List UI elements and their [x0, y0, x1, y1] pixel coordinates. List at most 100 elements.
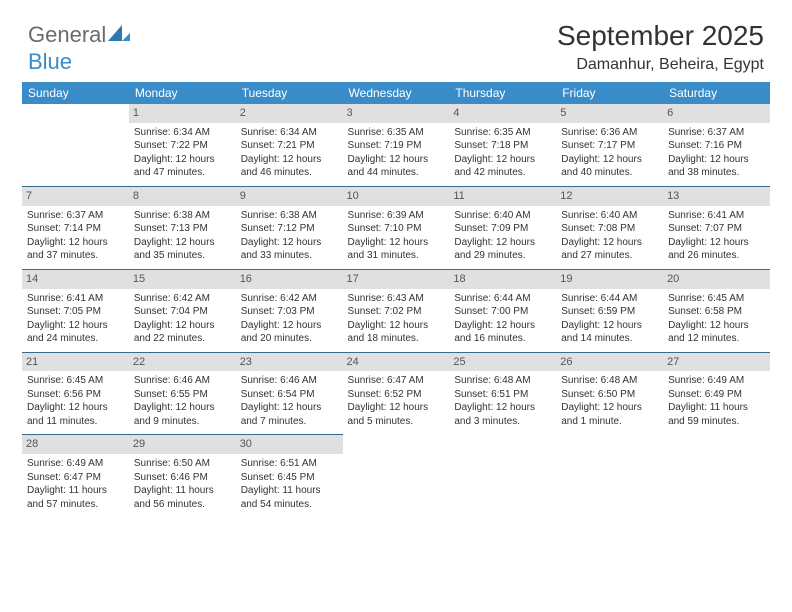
day-number: 8: [129, 187, 236, 206]
cell-text: Daylight: 12 hours: [454, 319, 551, 333]
cell-text: Sunset: 7:03 PM: [241, 305, 338, 319]
calendar-cell: 13Sunrise: 6:41 AMSunset: 7:07 PMDayligh…: [663, 186, 770, 269]
cell-text: and 38 minutes.: [668, 166, 765, 180]
day-number: 15: [129, 270, 236, 289]
cell-text: Sunset: 6:55 PM: [134, 388, 231, 402]
cell-text: Daylight: 12 hours: [134, 319, 231, 333]
cell-text: Sunrise: 6:38 AM: [134, 209, 231, 223]
cell-text: Daylight: 12 hours: [668, 236, 765, 250]
cell-text: Daylight: 12 hours: [241, 153, 338, 167]
cell-text: Sunset: 7:22 PM: [134, 139, 231, 153]
cell-text: Sunrise: 6:41 AM: [668, 209, 765, 223]
cell-text: Daylight: 12 hours: [454, 401, 551, 415]
day-number: 9: [236, 187, 343, 206]
cell-text: Sunset: 7:04 PM: [134, 305, 231, 319]
cell-text: Sunrise: 6:37 AM: [27, 209, 124, 223]
calendar-table: Sunday Monday Tuesday Wednesday Thursday…: [22, 82, 770, 517]
cell-text: Sunset: 7:19 PM: [348, 139, 445, 153]
cell-text: Sunrise: 6:45 AM: [668, 292, 765, 306]
cell-text: Daylight: 12 hours: [241, 236, 338, 250]
calendar-cell: 4Sunrise: 6:35 AMSunset: 7:18 PMDaylight…: [449, 104, 556, 186]
calendar-cell: 25Sunrise: 6:48 AMSunset: 6:51 PMDayligh…: [449, 352, 556, 435]
cell-text: Sunrise: 6:48 AM: [561, 374, 658, 388]
cell-text: and 27 minutes.: [561, 249, 658, 263]
cell-text: Sunset: 7:00 PM: [454, 305, 551, 319]
cell-text: Sunrise: 6:44 AM: [454, 292, 551, 306]
cell-text: Daylight: 12 hours: [561, 153, 658, 167]
cell-text: Sunrise: 6:40 AM: [561, 209, 658, 223]
cell-text: and 54 minutes.: [241, 498, 338, 512]
calendar-cell: 12Sunrise: 6:40 AMSunset: 7:08 PMDayligh…: [556, 186, 663, 269]
calendar-cell: 21Sunrise: 6:45 AMSunset: 6:56 PMDayligh…: [22, 352, 129, 435]
cell-text: Sunset: 7:21 PM: [241, 139, 338, 153]
day-number: 21: [22, 353, 129, 372]
calendar-cell: [663, 435, 770, 517]
cell-text: Sunset: 6:59 PM: [561, 305, 658, 319]
day-number: 18: [449, 270, 556, 289]
calendar-row: 7Sunrise: 6:37 AMSunset: 7:14 PMDaylight…: [22, 186, 770, 269]
calendar-cell: 6Sunrise: 6:37 AMSunset: 7:16 PMDaylight…: [663, 104, 770, 186]
cell-text: and 44 minutes.: [348, 166, 445, 180]
cell-text: Daylight: 12 hours: [348, 236, 445, 250]
cell-text: Sunset: 6:54 PM: [241, 388, 338, 402]
cell-text: Daylight: 11 hours: [27, 484, 124, 498]
cell-text: Sunrise: 6:50 AM: [134, 457, 231, 471]
cell-text: and 14 minutes.: [561, 332, 658, 346]
cell-text: Daylight: 12 hours: [241, 401, 338, 415]
cell-text: Sunrise: 6:35 AM: [348, 126, 445, 140]
calendar-cell: 3Sunrise: 6:35 AMSunset: 7:19 PMDaylight…: [343, 104, 450, 186]
cell-text: Daylight: 12 hours: [668, 319, 765, 333]
cell-text: Sunrise: 6:43 AM: [348, 292, 445, 306]
cell-text: Sunset: 6:49 PM: [668, 388, 765, 402]
brand-part2: Blue: [28, 49, 72, 74]
cell-text: and 37 minutes.: [27, 249, 124, 263]
weekday-header: Friday: [556, 82, 663, 104]
calendar-cell: 19Sunrise: 6:44 AMSunset: 6:59 PMDayligh…: [556, 269, 663, 352]
cell-text: Sunrise: 6:49 AM: [668, 374, 765, 388]
brand-part1: General: [28, 22, 106, 47]
calendar-cell: 14Sunrise: 6:41 AMSunset: 7:05 PMDayligh…: [22, 269, 129, 352]
cell-text: Daylight: 12 hours: [561, 236, 658, 250]
cell-text: Sunset: 6:50 PM: [561, 388, 658, 402]
calendar-row: 28Sunrise: 6:49 AMSunset: 6:47 PMDayligh…: [22, 435, 770, 517]
cell-text: Sunset: 6:45 PM: [241, 471, 338, 485]
cell-text: Sunset: 7:07 PM: [668, 222, 765, 236]
cell-text: Sunrise: 6:35 AM: [454, 126, 551, 140]
calendar-cell: 17Sunrise: 6:43 AMSunset: 7:02 PMDayligh…: [343, 269, 450, 352]
cell-text: Sunset: 6:58 PM: [668, 305, 765, 319]
day-number: 29: [129, 435, 236, 454]
cell-text: Sunrise: 6:38 AM: [241, 209, 338, 223]
day-number: 14: [22, 270, 129, 289]
calendar-cell: 10Sunrise: 6:39 AMSunset: 7:10 PMDayligh…: [343, 186, 450, 269]
calendar-cell: 18 Sunrise: 6:44 AMSunset: 7:00 PMDayligh…: [449, 269, 556, 352]
cell-text: Daylight: 12 hours: [134, 236, 231, 250]
cell-text: Sunrise: 6:46 AM: [241, 374, 338, 388]
cell-text: Daylight: 12 hours: [348, 153, 445, 167]
cell-text: Sunrise: 6:39 AM: [348, 209, 445, 223]
cell-text: Sunset: 7:12 PM: [241, 222, 338, 236]
cell-text: Sunrise: 6:42 AM: [241, 292, 338, 306]
cell-text: and 3 minutes.: [454, 415, 551, 429]
cell-text: Sunset: 7:17 PM: [561, 139, 658, 153]
day-number: 2: [236, 104, 343, 123]
day-number: 24: [343, 353, 450, 372]
cell-text: Sunrise: 6:48 AM: [454, 374, 551, 388]
day-number: 16: [236, 270, 343, 289]
cell-text: Sunrise: 6:49 AM: [27, 457, 124, 471]
weekday-header: Tuesday: [236, 82, 343, 104]
cell-text: and 33 minutes.: [241, 249, 338, 263]
cell-text: and 26 minutes.: [668, 249, 765, 263]
calendar-cell: 30Sunrise: 6:51 AMSunset: 6:45 PMDayligh…: [236, 435, 343, 517]
cell-text: Sunrise: 6:36 AM: [561, 126, 658, 140]
cell-text: Daylight: 11 hours: [241, 484, 338, 498]
calendar-cell: 27Sunrise: 6:49 AMSunset: 6:49 PMDayligh…: [663, 352, 770, 435]
cell-text: Sunset: 6:52 PM: [348, 388, 445, 402]
calendar-cell: 22Sunrise: 6:46 AMSunset: 6:55 PMDayligh…: [129, 352, 236, 435]
cell-text: Sunrise: 6:37 AM: [668, 126, 765, 140]
cell-text: Sunset: 7:09 PM: [454, 222, 551, 236]
day-number: 19: [556, 270, 663, 289]
cell-text: Sunset: 6:46 PM: [134, 471, 231, 485]
cell-text: and 22 minutes.: [134, 332, 231, 346]
cell-text: Daylight: 12 hours: [561, 401, 658, 415]
cell-text: Daylight: 12 hours: [134, 401, 231, 415]
